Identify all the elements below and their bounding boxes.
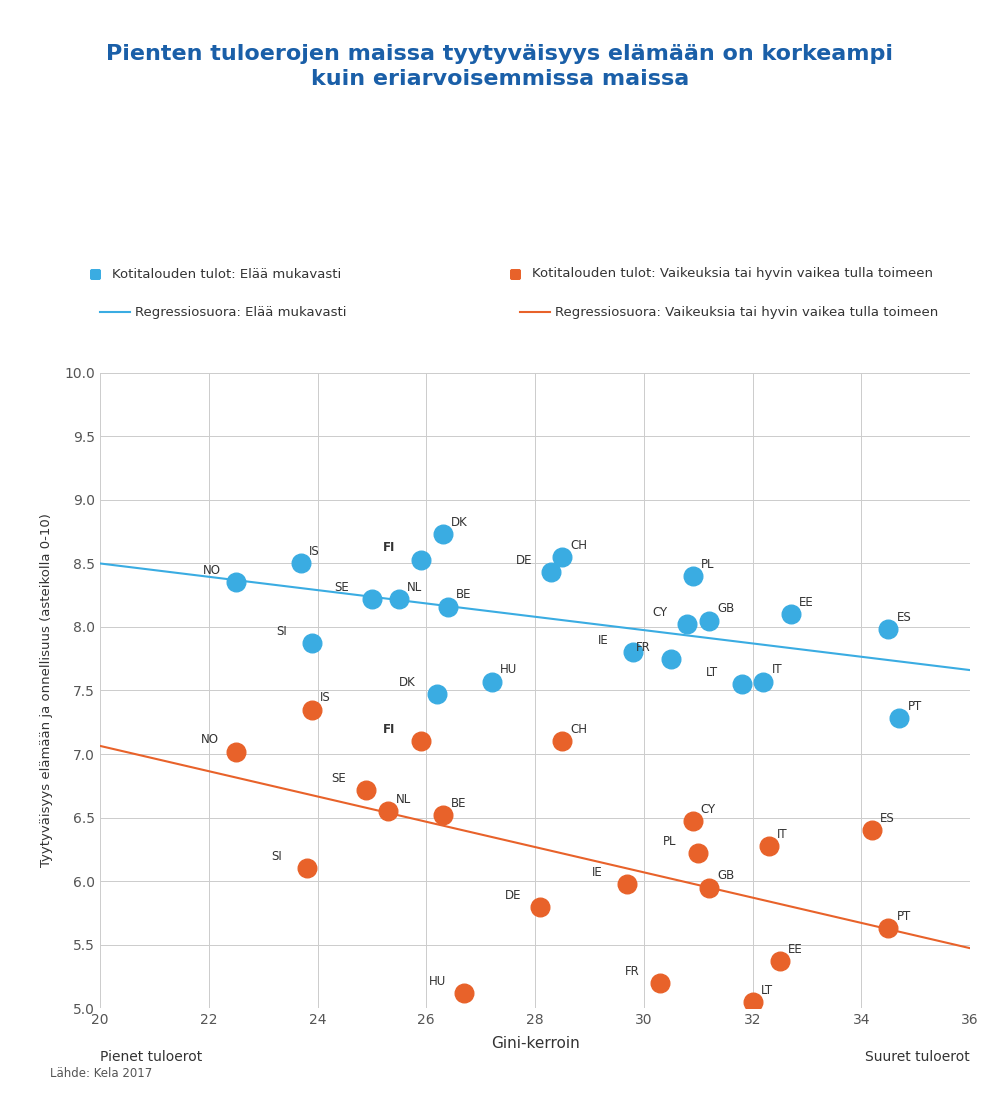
Text: BE: BE (451, 797, 466, 810)
Text: NL: NL (407, 581, 422, 594)
Text: LT: LT (761, 984, 773, 997)
Text: CY: CY (701, 803, 716, 817)
Point (783, 605, 799, 623)
Text: GB: GB (717, 603, 734, 616)
Point (435, 807, 451, 824)
Text: Pienten tuloerojen maissa tyytyväisyys elämään on korkeampi
kuin eriarvoisemmiss: Pienten tuloerojen maissa tyytyväisyys e… (106, 44, 894, 89)
Text: FI: FI (383, 541, 395, 555)
Text: IT: IT (772, 663, 782, 676)
Point (413, 732, 429, 750)
Point (293, 555, 309, 572)
Point (685, 568, 701, 585)
Text: BE: BE (456, 589, 472, 602)
Point (772, 952, 788, 970)
Point (391, 590, 407, 607)
Text: NO: NO (201, 733, 219, 746)
Text: FR: FR (625, 964, 639, 978)
Text: Lähde: Kela 2017: Lähde: Kela 2017 (50, 1066, 152, 1080)
Text: LT: LT (706, 666, 718, 680)
Y-axis label: Tyytyväisyys elämään ja onnellisuus (asteikolla 0-10): Tyytyväisyys elämään ja onnellisuus (ast… (40, 514, 53, 867)
Text: Kotitalouden tulot: Elää mukavasti: Kotitalouden tulot: Elää mukavasti (112, 267, 341, 281)
Text: Regressiosuora: Elää mukavasti: Regressiosuora: Elää mukavasti (135, 306, 347, 319)
Point (543, 563, 559, 581)
Point (880, 920, 896, 937)
Point (755, 673, 771, 690)
Text: FR: FR (636, 640, 650, 653)
Point (679, 616, 695, 633)
Point (380, 802, 396, 820)
Text: EE: EE (799, 596, 813, 609)
Text: SI: SI (277, 626, 287, 638)
Text: IE: IE (598, 635, 608, 648)
Text: SE: SE (331, 772, 346, 785)
Text: DK: DK (451, 516, 467, 529)
Point (685, 812, 701, 830)
Text: SI: SI (271, 850, 282, 864)
Text: CH: CH (570, 539, 587, 552)
Point (440, 597, 456, 615)
Text: HU: HU (500, 663, 517, 676)
Text: IS: IS (309, 545, 320, 558)
Point (701, 612, 717, 629)
Text: ES: ES (880, 812, 895, 825)
Text: DK: DK (399, 676, 416, 689)
Text: PL: PL (663, 835, 676, 848)
Text: DE: DE (516, 555, 532, 567)
Text: CH: CH (570, 723, 587, 737)
Text: FI: FI (383, 723, 395, 737)
Text: PT: PT (897, 910, 911, 923)
Text: HU: HU (429, 975, 446, 987)
Point (864, 822, 880, 840)
Point (701, 879, 717, 897)
Point (456, 984, 472, 1002)
Point (554, 732, 570, 750)
Point (364, 590, 380, 607)
Point (507, 265, 523, 283)
Point (304, 635, 320, 652)
Text: Pienet tuloerot: Pienet tuloerot (100, 1050, 202, 1064)
Text: SE: SE (334, 581, 349, 594)
Text: NO: NO (203, 564, 221, 578)
Point (663, 650, 679, 667)
Point (532, 898, 548, 915)
Text: NL: NL (396, 794, 412, 807)
Point (304, 700, 320, 718)
Text: Regressiosuora: Vaikeuksia tai hyvin vaikea tulla toimeen: Regressiosuora: Vaikeuksia tai hyvin vai… (555, 306, 938, 319)
Text: PL: PL (701, 558, 714, 571)
Point (358, 780, 374, 798)
Point (299, 859, 315, 877)
Point (619, 875, 635, 892)
Text: Kotitalouden tulot: Vaikeuksia tai hyvin vaikea tulla toimeen: Kotitalouden tulot: Vaikeuksia tai hyvin… (532, 267, 933, 281)
Text: ES: ES (897, 612, 911, 625)
Point (734, 675, 750, 693)
Point (625, 643, 641, 661)
Text: GB: GB (717, 869, 734, 882)
Text: IE: IE (592, 866, 603, 879)
Point (652, 974, 668, 992)
Point (744, 993, 761, 1011)
Point (880, 620, 896, 638)
Text: PT: PT (907, 700, 922, 713)
Text: IS: IS (320, 692, 331, 705)
Point (891, 710, 907, 728)
Text: EE: EE (788, 944, 803, 956)
Point (228, 573, 244, 591)
Text: DE: DE (505, 889, 522, 902)
Point (429, 685, 445, 703)
Point (413, 551, 429, 569)
Point (761, 837, 777, 855)
Point (435, 525, 451, 543)
Text: Suuret tuloerot: Suuret tuloerot (865, 1050, 970, 1064)
Point (554, 548, 570, 566)
Point (690, 844, 706, 861)
Text: CY: CY (652, 606, 667, 619)
Point (87, 265, 103, 283)
Text: Gini-kerroin: Gini-kerroin (491, 1036, 579, 1051)
Text: IT: IT (777, 827, 788, 841)
Point (228, 743, 244, 761)
Point (484, 673, 500, 690)
